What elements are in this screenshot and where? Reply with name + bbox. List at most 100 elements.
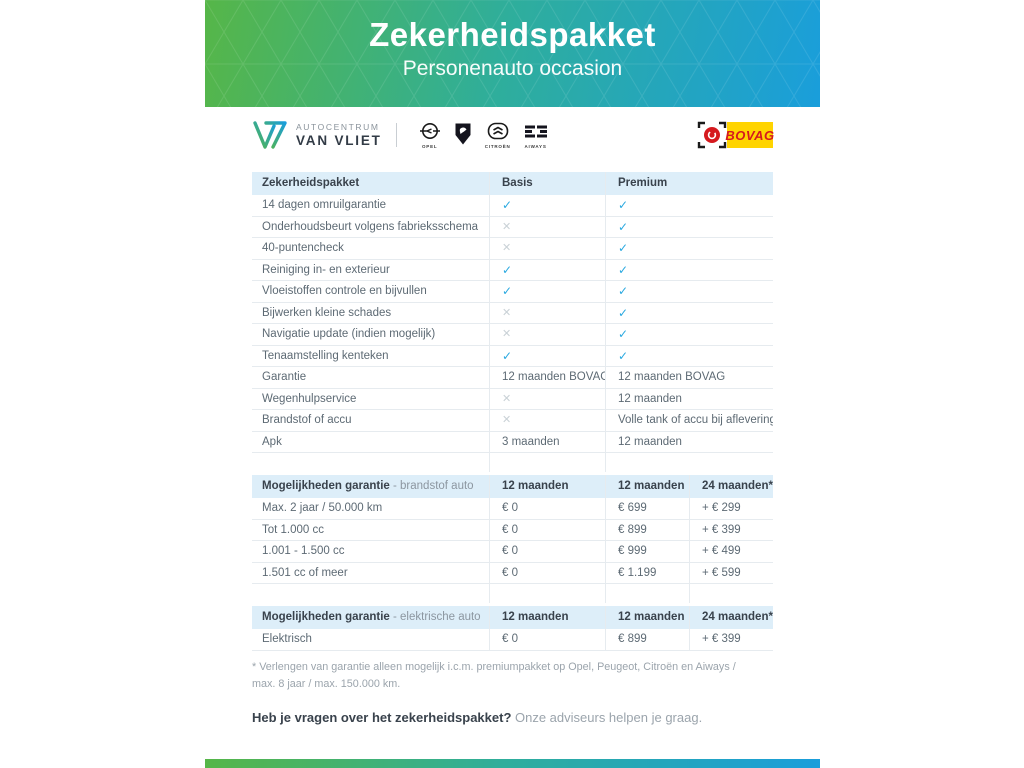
column-header: Zekerheidspakket bbox=[262, 177, 360, 189]
table-cell: 3 maanden bbox=[489, 431, 605, 452]
dealer-name-top: AUTOCENTRUM bbox=[296, 122, 380, 132]
van-vliet-mark-icon bbox=[253, 121, 287, 149]
electric-table-header: Mogelijkheden garantie - elektrische aut… bbox=[252, 606, 773, 629]
fuel-table-title-bold: Mogelijkheden garantie bbox=[262, 480, 390, 492]
row-label: Max. 2 jaar / 50.000 km bbox=[262, 502, 383, 514]
table-cell: 12 maanden bbox=[605, 431, 773, 452]
column-header: 12 maanden bbox=[605, 606, 689, 629]
check-icon: ✓ bbox=[618, 284, 629, 298]
electric-table-title-bold: Mogelijkheden garantie bbox=[262, 611, 390, 623]
table-row: Elektrisch € 0 € 899 + € 399 bbox=[252, 629, 773, 651]
table-cell: ✓ bbox=[605, 259, 773, 280]
table-spacer-row bbox=[252, 453, 773, 472]
table-row: Onderhoudsbeurt volgens fabrieksschema ✕ ✓ bbox=[252, 216, 773, 238]
aiways-logo: AIWAYS bbox=[523, 122, 549, 149]
table-cell: ✕ bbox=[489, 388, 605, 409]
table-row: Max. 2 jaar / 50.000 km € 0 € 699 + € 299 bbox=[252, 498, 773, 520]
package-table-header: Zekerheidspakket Basis Premium bbox=[252, 172, 773, 195]
footer-gradient-bar bbox=[205, 759, 820, 768]
column-header: 12 maanden bbox=[489, 606, 605, 629]
cross-icon: ✕ bbox=[502, 242, 512, 254]
row-label: Navigatie update (indien mogelijk) bbox=[262, 328, 436, 340]
table-cell: ✓ bbox=[605, 216, 773, 237]
spacer-cell bbox=[252, 584, 489, 603]
check-icon: ✓ bbox=[618, 198, 629, 212]
peugeot-icon bbox=[455, 123, 471, 145]
table-row: Navigatie update (indien mogelijk) ✕ ✓ bbox=[252, 324, 773, 346]
cross-icon: ✕ bbox=[502, 220, 512, 233]
table-cell: ✕ bbox=[489, 216, 605, 237]
table-cell: € 899 bbox=[605, 519, 689, 540]
spacer-cell bbox=[489, 584, 605, 603]
closing-question-bold: Heb je vragen over het zekerheidspakket? bbox=[252, 710, 512, 725]
bovag-logo: BOVAG bbox=[697, 121, 774, 149]
check-icon: ✓ bbox=[618, 219, 629, 234]
table-cell: + € 399 bbox=[689, 629, 773, 650]
row-label: 1.001 - 1.500 cc bbox=[262, 545, 345, 557]
logo-divider bbox=[395, 123, 397, 147]
table-cell: 12 maanden BOVAG bbox=[489, 367, 605, 388]
row-label: 14 dagen omruilgarantie bbox=[262, 199, 387, 211]
check-icon: ✓ bbox=[618, 262, 629, 277]
van-vliet-wordmark: AUTOCENTRUM VAN VLIET bbox=[296, 122, 382, 148]
table-cell: + € 399 bbox=[689, 519, 773, 540]
column-header: 12 maanden bbox=[489, 475, 605, 498]
fuel-table-title: Mogelijkheden garantie - brandstof auto bbox=[252, 475, 489, 498]
table-cell: € 0 bbox=[489, 519, 605, 540]
bovag-wordmark: BOVAG bbox=[725, 122, 774, 148]
column-header-basis: Basis bbox=[489, 172, 605, 195]
table-cell: € 0 bbox=[489, 629, 605, 650]
check-icon: ✓ bbox=[502, 262, 513, 277]
fuel-warranty-table: Mogelijkheden garantie - brandstof auto … bbox=[252, 475, 773, 603]
spacer-cell bbox=[689, 584, 773, 603]
check-icon: ✓ bbox=[618, 348, 629, 363]
row-label: Bijwerken kleine schades bbox=[262, 306, 392, 319]
citroen-label: CITROËN bbox=[484, 143, 511, 149]
table-cell: € 0 bbox=[489, 498, 605, 519]
row-label: Tot 1.000 cc bbox=[262, 523, 325, 536]
table-row: 40-puntencheck ✕ ✓ bbox=[252, 238, 773, 260]
electric-table-title-rest: - elektrische auto bbox=[389, 611, 481, 623]
table-cell: € 999 bbox=[605, 541, 689, 562]
table-cell: ✕ bbox=[489, 302, 605, 323]
page-title: Zekerheidspakket bbox=[369, 16, 656, 53]
table-cell: + € 599 bbox=[689, 562, 773, 583]
row-label: 40-puntencheck bbox=[262, 242, 344, 254]
table-cell: ✓ bbox=[605, 238, 773, 259]
check-icon: ✓ bbox=[618, 305, 629, 320]
citroen-icon bbox=[487, 122, 508, 139]
row-label: Onderhoudsbeurt volgens fabrieksschema bbox=[262, 220, 479, 233]
table-row: Wegenhulpservice ✕ 12 maanden bbox=[252, 388, 773, 410]
van-vliet-logo: AUTOCENTRUM VAN VLIET bbox=[252, 119, 382, 151]
cross-icon: ✕ bbox=[502, 392, 512, 405]
cross-icon: ✕ bbox=[502, 306, 512, 319]
spacer-cell bbox=[605, 453, 773, 472]
table-cell: Volle tank of accu bij aflevering bbox=[605, 410, 773, 431]
check-icon: ✓ bbox=[618, 327, 629, 341]
table-cell: + € 299 bbox=[689, 498, 773, 519]
cross-icon: ✕ bbox=[502, 414, 512, 426]
column-header-premium: Premium bbox=[605, 172, 773, 195]
closing-question-rest: Onze adviseurs helpen je graag. bbox=[511, 710, 703, 725]
table-cell: € 699 bbox=[605, 498, 689, 519]
table-cell: € 0 bbox=[489, 541, 605, 562]
table-row: Bijwerken kleine schades ✕ ✓ bbox=[252, 302, 773, 324]
table-row: Vloeistoffen controle en bijvullen ✓ ✓ bbox=[252, 281, 773, 303]
table-cell: ✓ bbox=[605, 345, 773, 366]
table-cell: ✓ bbox=[605, 281, 773, 302]
table-cell: ✓ bbox=[605, 324, 773, 345]
peugeot-logo bbox=[453, 122, 473, 148]
check-icon: ✓ bbox=[502, 284, 513, 298]
table-cell: € 899 bbox=[605, 629, 689, 650]
table-cell: ✓ bbox=[605, 302, 773, 323]
check-icon: ✓ bbox=[618, 241, 629, 255]
row-label: Apk bbox=[262, 435, 282, 448]
row-label: Wegenhulpservice bbox=[262, 392, 357, 405]
table-cell: ✕ bbox=[489, 238, 605, 259]
column-header: 12 maanden bbox=[605, 475, 689, 498]
opel-logo: OPEL bbox=[419, 122, 441, 149]
table-spacer-row bbox=[252, 584, 773, 603]
row-label: Reiniging in- en exterieur bbox=[262, 263, 390, 276]
aiways-icon bbox=[524, 125, 547, 137]
